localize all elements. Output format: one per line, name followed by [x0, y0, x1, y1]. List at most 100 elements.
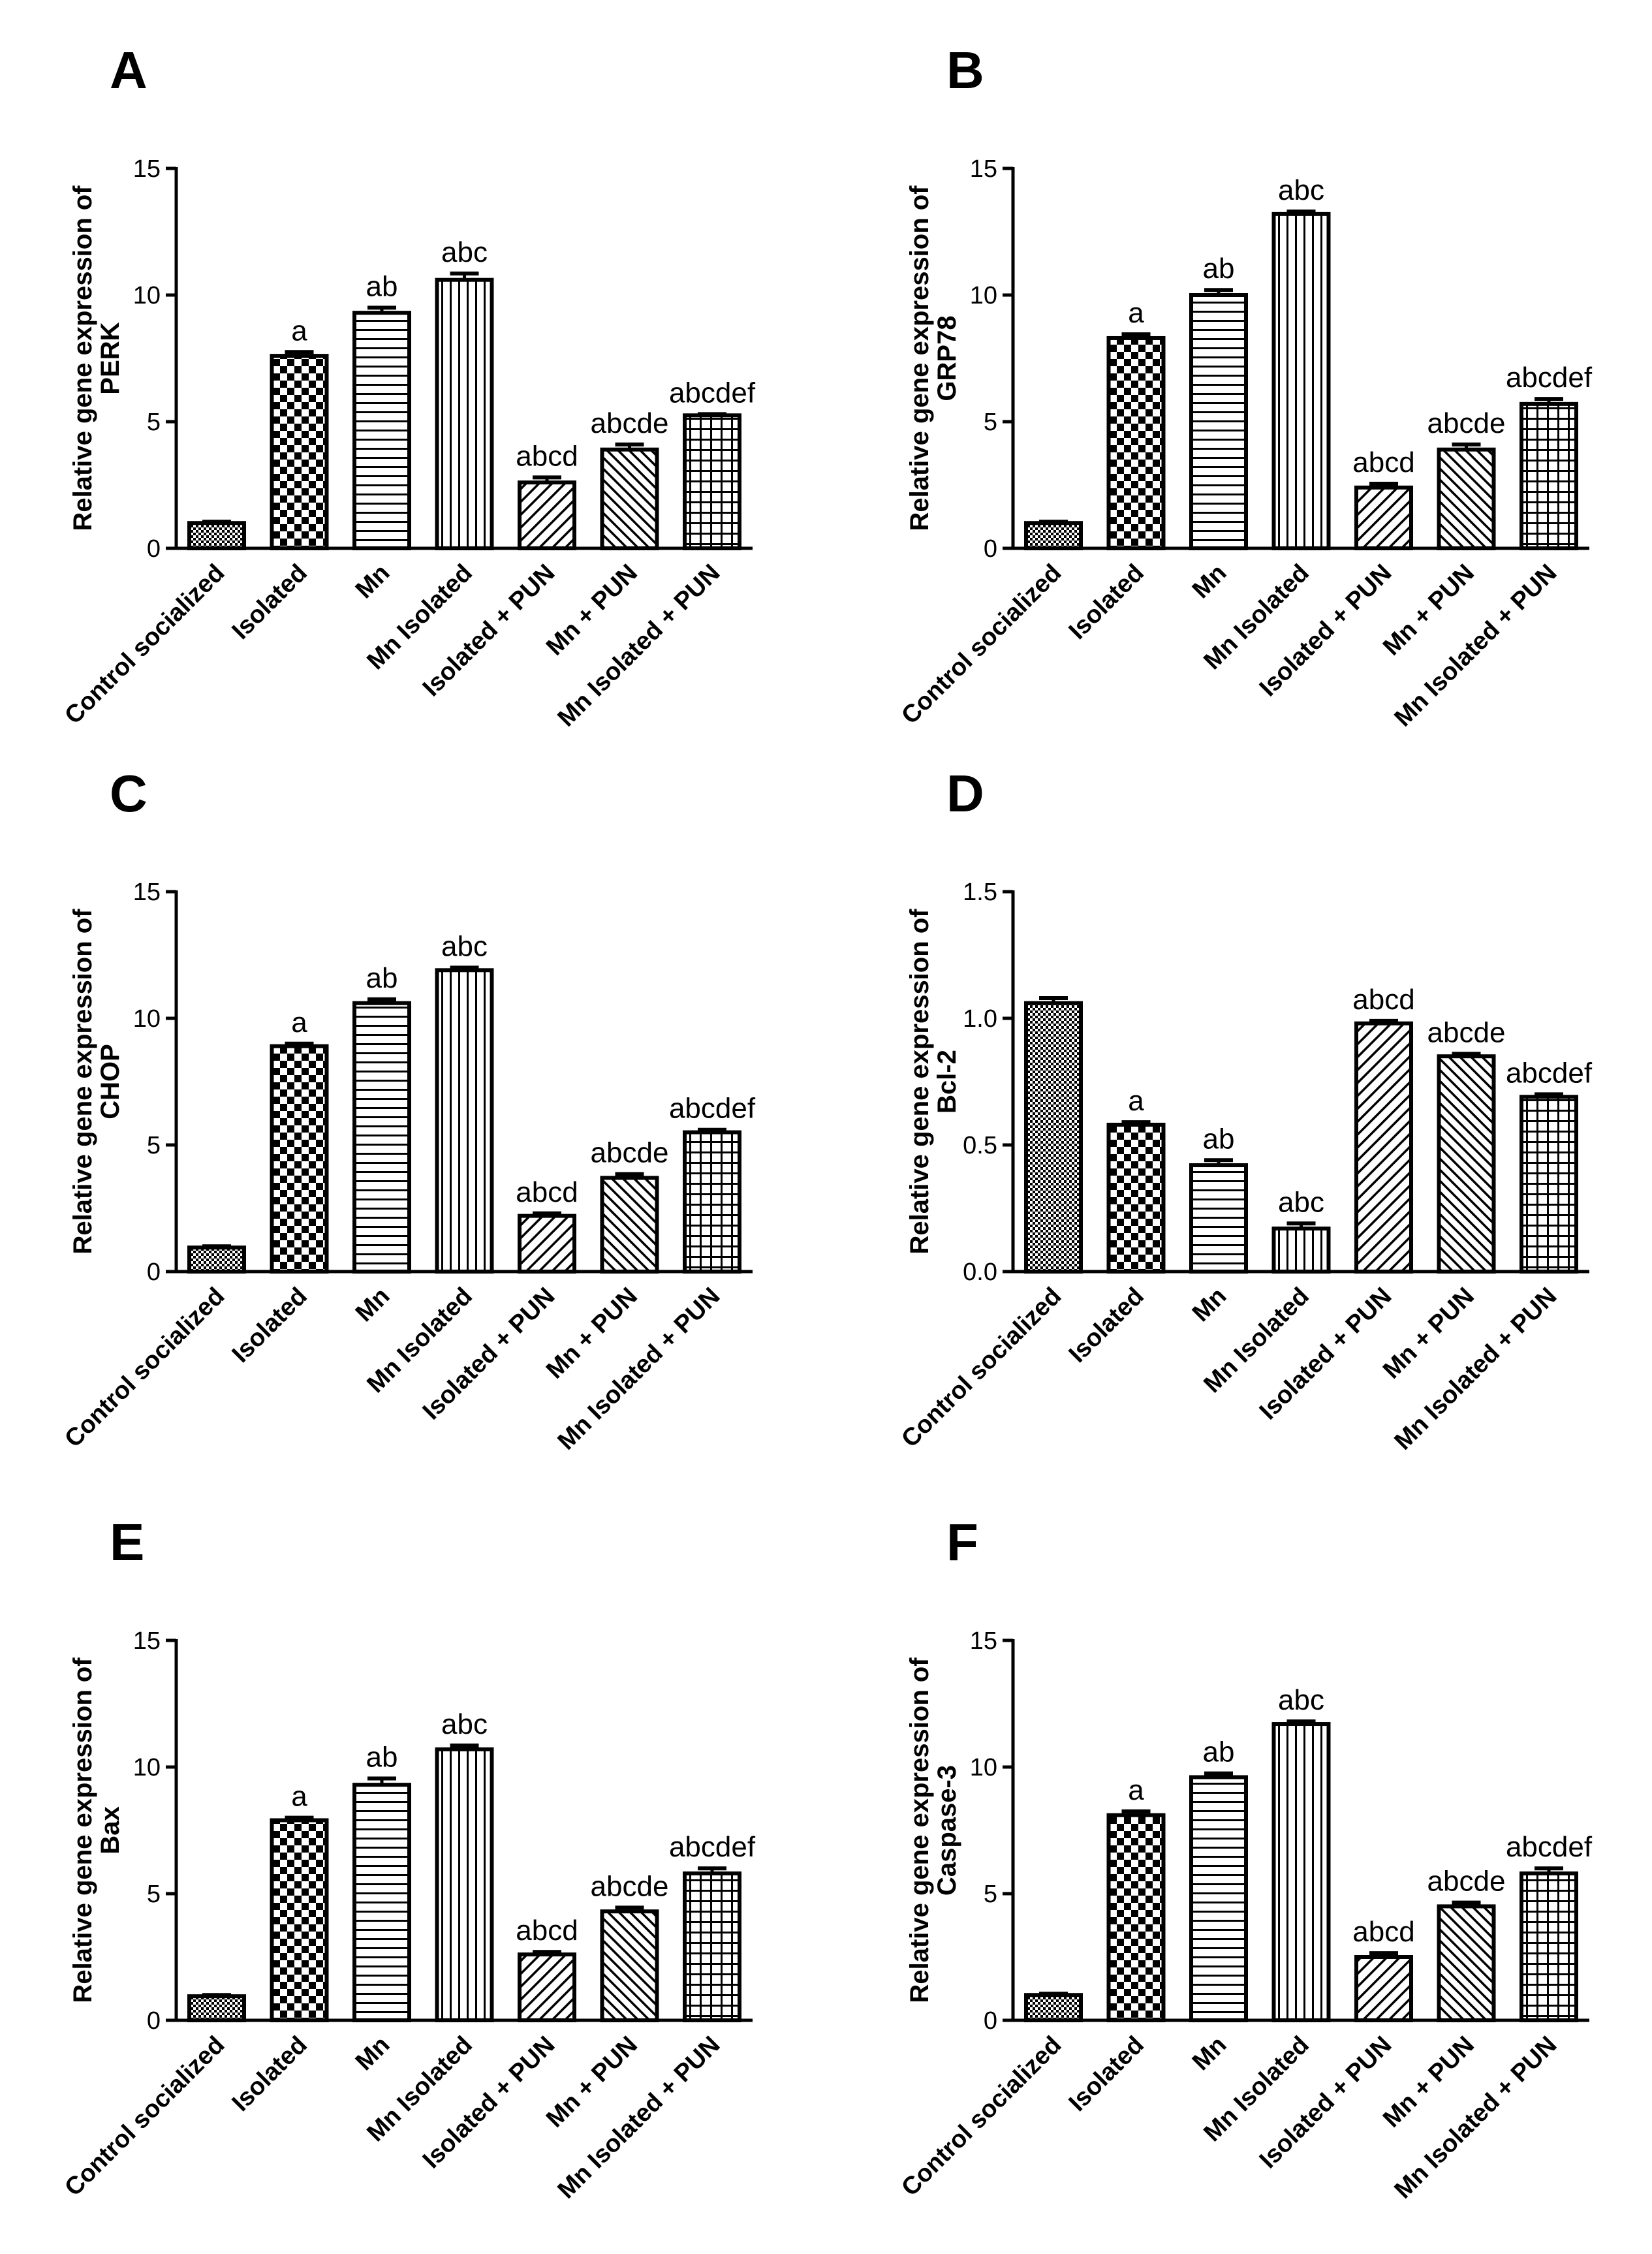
bar-4 — [435, 1747, 494, 2022]
bar-6 — [1437, 1904, 1496, 2023]
significance-label: abcdef — [669, 1831, 756, 1863]
x-tick-label: Mn — [351, 2031, 396, 2076]
x-tick-label: Mn Isolated + PUN — [553, 559, 726, 732]
bar-2 — [270, 1044, 329, 1274]
bar-2 — [270, 354, 329, 550]
bar-1 — [187, 1245, 246, 1274]
significance-label: ab — [1203, 1736, 1235, 1768]
bar-5 — [1354, 485, 1413, 551]
significance-label: abcd — [516, 1915, 578, 1947]
significance-label: abc — [441, 1708, 488, 1740]
bar-7 — [683, 1871, 741, 2023]
x-tick-label: Isolated — [1064, 559, 1149, 645]
y-tick-label: 15 — [133, 1627, 161, 1655]
significance-label: abcd — [1352, 984, 1414, 1016]
y-tick-label: 15 — [970, 155, 997, 183]
x-tick-label: Mn Isolated + PUN — [1390, 1283, 1563, 1456]
significance-label: ab — [1203, 253, 1235, 285]
significance-label: abcde — [591, 1137, 669, 1169]
bar-7 — [683, 413, 741, 550]
x-tick-label: Isolated — [227, 559, 313, 645]
bar-2 — [270, 1818, 329, 2022]
y-tick-label: 15 — [133, 155, 161, 183]
chart-panel-A: A Relative gene expression ofPERK 0 5 10 15 Co… — [59, 41, 756, 732]
x-tick-label: Isolated — [227, 2031, 313, 2117]
x-tick-label: Mn — [1187, 1283, 1232, 1328]
x-tick-label: Isolated — [1064, 1283, 1149, 1368]
bar-3 — [1189, 1775, 1248, 2022]
significance-label: abcdef — [1506, 1831, 1593, 1863]
significance-label: abcd — [1352, 1916, 1414, 1948]
bar-6 — [600, 1909, 659, 2022]
y-tick-label: 0 — [147, 2007, 161, 2035]
significance-label: a — [291, 315, 307, 347]
bar-4 — [1271, 1227, 1331, 1274]
bar-7 — [1520, 401, 1578, 551]
y-tick-label: 10 — [970, 1754, 997, 1781]
y-tick-label: 5 — [984, 1881, 997, 1908]
significance-label: abcd — [1352, 446, 1414, 478]
y-axis-label: Relative gene expression ofCaspase-3 — [905, 1657, 961, 2003]
significance-label: a — [1128, 1774, 1144, 1806]
x-tick-label: Control socialized — [59, 1283, 230, 1453]
bar-4 — [435, 968, 494, 1274]
significance-label: abcd — [516, 1176, 578, 1208]
bar-6 — [600, 1176, 659, 1274]
y-tick-label: 10 — [133, 1754, 161, 1781]
y-axis-label: Relative gene expression ofPERK — [69, 185, 125, 531]
chart-panel-D: D Relative gene expression ofBcl-20.0 0.5 1… — [896, 764, 1593, 1456]
y-tick-label: 0.5 — [963, 1132, 997, 1159]
x-tick-label: Mn — [1187, 2031, 1232, 2076]
chart-panel-B: B Relative gene expression ofGRP78 0 5 10 15 C… — [896, 41, 1593, 732]
y-tick-label: 0 — [147, 1259, 161, 1286]
y-axis-label: Relative gene expression ofCHOP — [69, 909, 125, 1255]
bar-6 — [1437, 1054, 1496, 1274]
significance-label: abc — [1278, 174, 1324, 206]
x-tick-label: Control socialized — [59, 559, 230, 730]
panel-label: F — [946, 1513, 978, 1571]
x-tick-label: Isolated — [1064, 2031, 1149, 2117]
bar-1 — [1024, 521, 1083, 551]
panel-label: A — [110, 41, 148, 99]
bar-4 — [1271, 211, 1331, 550]
bar-3 — [1189, 1163, 1248, 1274]
significance-label: ab — [366, 270, 398, 302]
y-tick-label: 10 — [133, 282, 161, 309]
panel-label: D — [946, 764, 984, 822]
y-tick-label: 10 — [133, 1005, 161, 1033]
bar-3 — [352, 311, 411, 550]
significance-label: abcdef — [1506, 362, 1593, 394]
significance-label: abc — [441, 930, 488, 962]
significance-label: a — [1128, 1085, 1144, 1117]
y-axis-label: Relative gene expression ofGRP78 — [905, 185, 961, 531]
significance-label: abcdef — [1506, 1057, 1593, 1089]
y-tick-label: 10 — [970, 282, 997, 309]
significance-label: ab — [1203, 1123, 1235, 1155]
y-tick-label: 5 — [147, 1881, 161, 1908]
y-tick-label: 5 — [984, 409, 997, 436]
y-axis-label: Relative gene expression ofBax — [69, 1657, 125, 2003]
x-tick-label: Mn Isolated + PUN — [1390, 559, 1563, 732]
x-tick-label: Mn Isolated + PUN — [1390, 2031, 1563, 2204]
significance-label: a — [1128, 297, 1144, 329]
significance-label: abcdef — [669, 377, 756, 409]
bar-7 — [1520, 1095, 1578, 1274]
significance-label: a — [291, 1781, 307, 1813]
x-tick-label: Control socialized — [896, 1283, 1067, 1453]
x-tick-label: Control socialized — [896, 2031, 1067, 2202]
y-tick-label: 1.0 — [963, 1005, 997, 1033]
significance-label: abc — [441, 236, 488, 268]
bar-6 — [1437, 447, 1496, 550]
y-tick-label: 0.0 — [963, 1259, 997, 1286]
bar-5 — [518, 480, 576, 550]
bar-1 — [1024, 1993, 1083, 2023]
chart-panel-F: F Relative gene expression ofCaspase-3 0 5 1… — [896, 1513, 1593, 2204]
y-tick-label: 5 — [147, 409, 161, 436]
bar-2 — [1106, 1122, 1166, 1274]
x-tick-label: Control socialized — [896, 559, 1067, 730]
panel-label: E — [110, 1513, 144, 1571]
bar-1 — [187, 1994, 246, 2023]
chart-panel-C: C Relative gene expression ofCHOP 0 5 10 15 Co… — [59, 764, 756, 1456]
significance-label: abcd — [516, 440, 578, 472]
